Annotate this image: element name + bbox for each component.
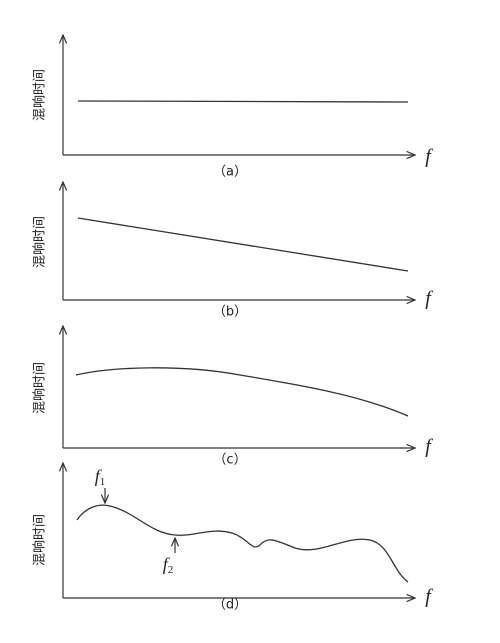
curve <box>77 100 409 103</box>
curve <box>77 217 409 272</box>
curve <box>76 504 409 583</box>
y-label: 混响时间 <box>32 216 48 268</box>
annotation-sub: 1 <box>100 476 106 488</box>
panel-d: 混响时间 f1 f2 f （d） <box>32 463 433 613</box>
curve <box>75 367 409 417</box>
caption: （b） <box>213 305 247 320</box>
panel-a: 混响时间 f （a） <box>32 35 433 180</box>
x-label: f <box>425 288 433 310</box>
caption: （a） <box>213 165 247 180</box>
caption: （c） <box>213 453 246 468</box>
annotation-sub: 2 <box>168 564 174 576</box>
x-label: f <box>425 586 433 608</box>
annotation-base: f <box>95 466 103 486</box>
y-label: 混响时间 <box>32 514 48 566</box>
annotation: f2 <box>163 554 174 575</box>
x-label: f <box>425 146 433 168</box>
caption: （d） <box>213 598 247 613</box>
y-label: 混响时间 <box>32 69 48 121</box>
x-label: f <box>425 436 433 458</box>
y-label: 混响时间 <box>32 362 48 414</box>
panel-c: 混响时间 f （c） <box>32 326 433 468</box>
annotation-base: f <box>163 554 171 574</box>
panel-b: 混响时间 f （b） <box>32 182 433 320</box>
annotation: f1 <box>95 466 106 487</box>
